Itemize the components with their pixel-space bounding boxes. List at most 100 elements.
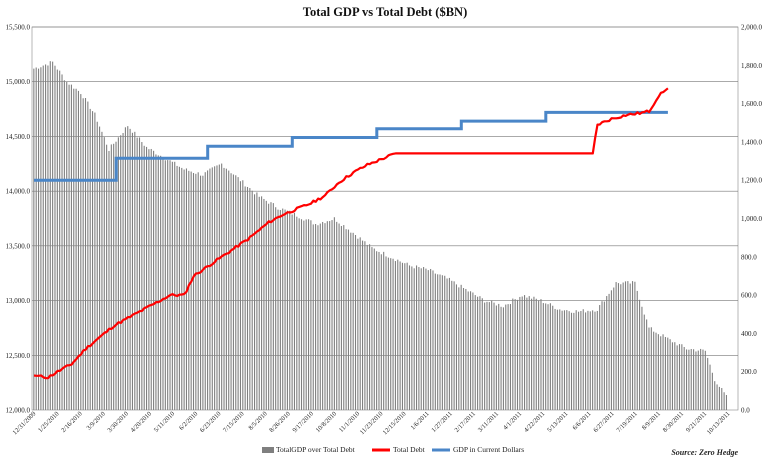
left-axis: 12,000.0 12,500.0 13,000.0 13,500.0 14,000.0… xyxy=(6,24,31,415)
ratio-bar xyxy=(75,88,77,410)
ratio-bar xyxy=(312,224,314,410)
ratio-bar xyxy=(99,126,101,411)
ratio-bar xyxy=(681,344,683,410)
ratio-bar xyxy=(408,265,411,410)
ratio-bar xyxy=(481,298,483,410)
ratio-bar xyxy=(392,258,394,410)
ratio-bar xyxy=(42,65,44,410)
x-tick-label: 4/20/2010 xyxy=(129,410,153,434)
ratio-bar xyxy=(61,74,63,411)
ratio-bar xyxy=(596,310,598,410)
x-tick-label: 1/27/2011 xyxy=(430,410,453,433)
ratio-bar xyxy=(148,149,150,410)
ratio-bar xyxy=(329,221,331,410)
legend: TotalGDP over Total Debt Total Debt GDP in… xyxy=(262,445,524,454)
ratio-bar xyxy=(695,351,697,410)
ratio-bar xyxy=(136,137,138,410)
ratio-bar xyxy=(89,108,91,410)
ratio-bar xyxy=(214,166,216,410)
ratio-bar xyxy=(284,209,286,410)
ratio-bar xyxy=(336,221,338,410)
ratio-bar xyxy=(310,220,312,410)
ratio-bar xyxy=(688,349,690,410)
ratio-bar xyxy=(237,177,239,410)
ratio-bar xyxy=(643,314,645,410)
ratio-bar xyxy=(458,287,460,410)
ratio-bar xyxy=(406,262,408,410)
ratio-bar xyxy=(624,281,627,410)
ratio-bar xyxy=(171,161,173,410)
ratio-bar xyxy=(444,275,446,410)
ratio-bar xyxy=(397,259,399,410)
ratio-bar xyxy=(570,312,573,410)
ratio-bar xyxy=(413,268,415,410)
ratio-bar xyxy=(707,357,709,410)
ratio-bar xyxy=(258,196,260,410)
ratio-bar xyxy=(451,280,453,410)
ratio-bar xyxy=(178,166,180,410)
ratio-bar xyxy=(390,258,392,410)
left-tick-label: 15,500.0 xyxy=(6,24,31,32)
x-tick-label: 7/15/2010 xyxy=(222,410,246,434)
ratio-bar xyxy=(80,94,82,410)
ratio-bar xyxy=(296,216,298,410)
ratio-bar xyxy=(242,180,244,410)
source-note: Source: Zero Hedge xyxy=(671,448,738,457)
ratio-bar xyxy=(685,349,688,410)
ratio-bar xyxy=(601,301,603,410)
ratio-bar xyxy=(617,283,620,410)
ratio-bar xyxy=(577,311,580,410)
ratio-bar xyxy=(359,237,361,410)
x-tick-label: 10/13/2011 xyxy=(706,410,732,436)
ratio-bar xyxy=(192,173,195,410)
ratio-bar xyxy=(498,303,500,410)
ratio-bar xyxy=(244,186,246,410)
ratio-bar xyxy=(202,175,204,410)
ratio-bar xyxy=(246,186,249,410)
ratio-bar xyxy=(319,223,321,410)
ratio-bar xyxy=(573,312,575,410)
ratio-bar xyxy=(697,350,699,410)
ratio-bar xyxy=(547,304,549,410)
ratio-bar xyxy=(326,221,328,410)
ratio-bar xyxy=(448,277,450,410)
ratio-bar xyxy=(507,304,509,410)
ratio-bar xyxy=(207,170,209,410)
ratio-bar xyxy=(350,232,352,410)
ratio-bar xyxy=(423,267,425,410)
ratio-bar xyxy=(674,342,676,410)
ratio-bar xyxy=(138,137,141,410)
ratio-bar xyxy=(261,196,263,410)
ratio-bar xyxy=(545,303,547,410)
ratio-bar xyxy=(488,302,490,410)
ratio-bar xyxy=(345,229,347,410)
ratio-bar xyxy=(54,65,56,410)
ratio-bar xyxy=(465,288,467,410)
ratio-bar xyxy=(491,300,493,410)
ratio-bar xyxy=(484,302,486,410)
ratio-bar xyxy=(331,220,333,410)
ratio-bar xyxy=(145,146,148,411)
x-tick-label: 8/30/2011 xyxy=(662,410,685,433)
ratio-bar xyxy=(155,154,157,410)
ratio-bar xyxy=(298,218,300,410)
right-axis: 0.0 200.0 400.0 600.0 800.0 1,000.0 1,200.0 1,4… xyxy=(741,24,763,415)
x-tick-label: 7/19/2011 xyxy=(615,410,638,433)
right-tick-label: 0.0 xyxy=(741,407,750,415)
ratio-bar xyxy=(585,312,587,410)
ratio-bar xyxy=(512,298,514,410)
ratio-bar xyxy=(427,270,429,410)
ratio-bar xyxy=(204,172,206,410)
ratio-bar xyxy=(418,267,420,410)
ratio-bar xyxy=(432,270,434,410)
left-tick-label: 14,000.0 xyxy=(6,188,31,196)
ratio-bar xyxy=(460,284,462,410)
ratio-bar xyxy=(608,293,610,410)
x-tick-label: 2/17/2011 xyxy=(454,410,477,433)
ratio-bar xyxy=(441,275,443,410)
ratio-bar xyxy=(516,299,519,410)
ratio-bar xyxy=(279,210,281,410)
ratio-bar xyxy=(40,67,42,410)
ratio-bar xyxy=(469,291,472,410)
ratio-bar xyxy=(230,173,232,410)
